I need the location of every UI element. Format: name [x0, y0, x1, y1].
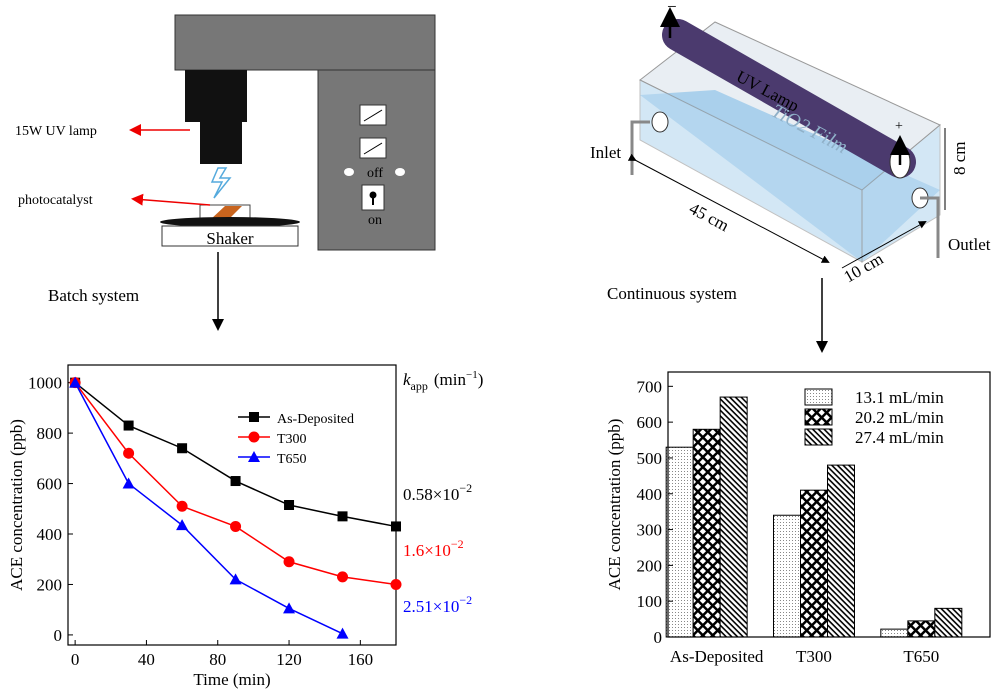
bar [934, 607, 963, 638]
legend-marker [248, 431, 260, 443]
caption: Continuous system [607, 284, 737, 303]
marker [336, 627, 349, 639]
text-part: −2 [459, 593, 472, 607]
text-part: −2 [451, 537, 464, 551]
bar [827, 464, 855, 638]
x-tick-label: 80 [209, 650, 226, 669]
label: 8 cm [950, 141, 969, 175]
label: 45 cm [686, 199, 732, 236]
legend-label: T300 [277, 432, 307, 447]
batch-diagram: 15W UV lamp photocatalyst Shaker off on … [15, 14, 436, 331]
marker [337, 571, 349, 583]
legend-marker [249, 412, 259, 422]
bar [665, 446, 694, 638]
y-tick-label: 600 [637, 413, 663, 432]
marker [122, 477, 135, 489]
text-part: 2.51×10 [403, 597, 459, 616]
x-axis-label: Time (min) [193, 670, 270, 689]
rate-header: kapp (min−1) [403, 369, 483, 393]
marker [390, 578, 402, 590]
label: Inlet [590, 143, 621, 162]
y-axis-label: ACE concentration (ppb) [7, 419, 26, 591]
text-part: app [411, 379, 428, 393]
legend-swatch [804, 428, 833, 446]
marker [69, 376, 82, 388]
rate-label: 2.51×10−2 [403, 593, 472, 616]
y-tick-label: 0 [54, 626, 63, 645]
legend-label: 27.4 mL/min [855, 428, 944, 447]
legend-label: 20.2 mL/min [855, 408, 944, 427]
label: on [368, 213, 382, 228]
data-line [74, 382, 343, 635]
label: off [367, 166, 383, 181]
y-tick-label: 300 [637, 521, 663, 540]
marker [230, 520, 242, 532]
y-tick-label: 800 [37, 424, 63, 443]
y-tick-label: 100 [637, 592, 663, 611]
label: + [895, 119, 903, 134]
y-tick-label: 500 [637, 449, 663, 468]
x-tick-label: 40 [138, 650, 155, 669]
y-axis-label: ACE concentration (ppb) [605, 419, 624, 591]
x-tick-label: T300 [796, 647, 832, 666]
marker [283, 556, 295, 568]
legend-label: As-Deposited [277, 412, 354, 427]
text-part: 0.58×10 [403, 485, 459, 504]
y-tick-label: 700 [637, 377, 663, 396]
y-tick-label: 200 [637, 556, 663, 575]
bar [880, 628, 909, 638]
marker [230, 476, 241, 487]
legend-swatch [804, 388, 833, 406]
marker [123, 447, 135, 459]
legend-label: T650 [277, 452, 307, 467]
legend-label: 13.1 mL/min [855, 388, 944, 407]
y-tick-label: 0 [654, 628, 663, 647]
x-tick-label: 0 [71, 650, 80, 669]
y-tick-label: 600 [37, 475, 63, 494]
marker [391, 521, 401, 532]
x-tick-label: 120 [276, 650, 302, 669]
bar [907, 620, 936, 638]
bar [800, 489, 828, 638]
label: Shaker [206, 229, 254, 248]
label: Outlet [948, 235, 991, 254]
bar [773, 514, 801, 638]
marker [177, 443, 188, 454]
text-part: −2 [459, 481, 472, 495]
y-tick-label: 1000 [28, 374, 62, 393]
label: photocatalyst [18, 193, 93, 208]
marker [176, 500, 188, 512]
text-part: −1 [466, 369, 478, 381]
y-tick-label: 400 [637, 485, 663, 504]
text-part: 1.6×10 [403, 541, 451, 560]
x-tick-label: T650 [903, 647, 939, 666]
marker [123, 420, 134, 431]
marker [337, 511, 348, 522]
rate-label: 0.58×10−2 [403, 481, 472, 504]
bar [719, 396, 748, 638]
label: 15W UV lamp [15, 124, 97, 139]
marker [283, 602, 296, 614]
plot-frame [667, 371, 991, 638]
bar [692, 428, 721, 638]
plot-frame [67, 364, 397, 646]
x-tick-label: 160 [348, 650, 374, 669]
legend-swatch [804, 408, 833, 426]
marker [284, 500, 295, 510]
x-tick-label: As-Deposited [670, 647, 764, 666]
y-tick-label: 200 [37, 575, 63, 594]
rate-label: 1.6×10−2 [403, 537, 464, 560]
text-part: (min [434, 370, 467, 389]
text-part: k [403, 370, 411, 389]
legend-marker [248, 451, 260, 462]
text-part: ) [478, 370, 484, 389]
caption: Batch system [48, 286, 139, 305]
marker [229, 573, 242, 585]
continuous-diagram: − + UV Lamp TiO2 Film Inlet Outlet 45 cm… [590, 0, 991, 353]
marker [176, 519, 189, 531]
label: − [667, 0, 677, 16]
y-tick-label: 400 [37, 525, 63, 544]
